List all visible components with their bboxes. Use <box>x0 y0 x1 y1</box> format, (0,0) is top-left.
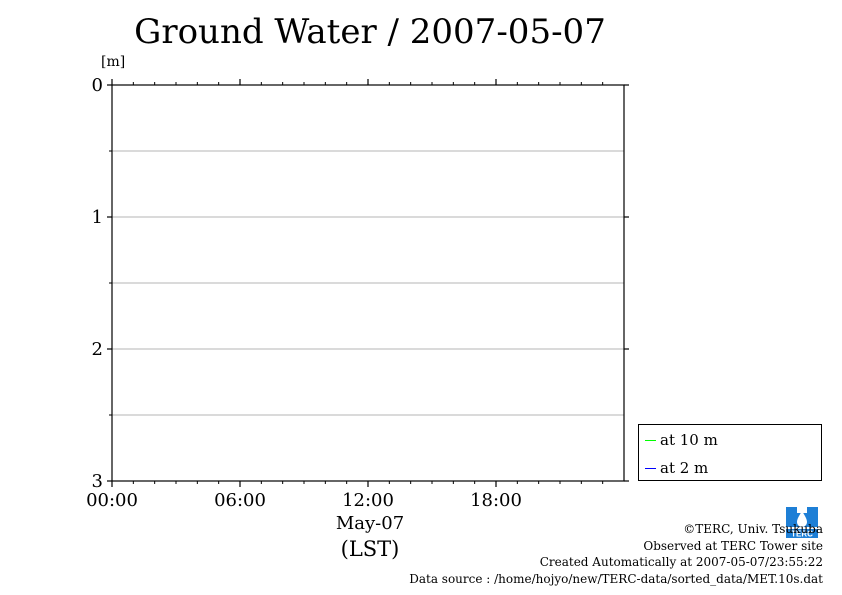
x-tick-label: 00:00 <box>86 490 138 511</box>
legend-swatch-10m <box>645 439 656 441</box>
logo-text: TERC <box>791 530 813 539</box>
x-tick-label: 12:00 <box>342 490 394 511</box>
x-axis-timezone-label: (LST) <box>340 537 400 561</box>
x-tick-label: 18:00 <box>470 490 522 511</box>
data-source-text: Data source : /home/hojyo/new/TERC-data/… <box>409 571 823 586</box>
terc-logo-icon: TERC <box>784 503 820 539</box>
legend-label-2m: at 2 m <box>660 459 709 477</box>
y-tick-label: 1 <box>92 207 103 228</box>
copyright-text: ©TERC, Univ. Tsukuba <box>683 522 823 536</box>
chart-title: Ground Water / 2007-05-07 <box>134 12 606 52</box>
x-axis-ticks: 00:00 06:00 12:00 18:00 <box>86 79 604 511</box>
credits: ©TERC, Univ. Tsukuba Observed at TERC To… <box>409 521 823 587</box>
y-tick-label: 0 <box>92 75 103 96</box>
y-tick-label: 2 <box>92 339 103 360</box>
observed-text: Observed at TERC Tower site <box>643 538 823 553</box>
grid-lines <box>112 150 624 416</box>
created-text: Created Automatically at 2007-05-07/23:5… <box>539 555 823 569</box>
legend-label-10m: at 10 m <box>660 431 718 449</box>
y-axis-ticks: 0 1 2 3 <box>92 75 629 492</box>
legend-item-2m: at 2 m <box>645 458 708 478</box>
x-axis-date-label: May-07 <box>335 513 405 534</box>
x-tick-label: 06:00 <box>214 490 266 511</box>
y-axis-unit: [m] <box>101 54 126 70</box>
legend: at 10 m at 2 m <box>638 424 822 481</box>
legend-item-10m: at 10 m <box>645 430 718 450</box>
y-tick-label: 3 <box>92 471 103 492</box>
legend-swatch-2m <box>645 467 656 469</box>
